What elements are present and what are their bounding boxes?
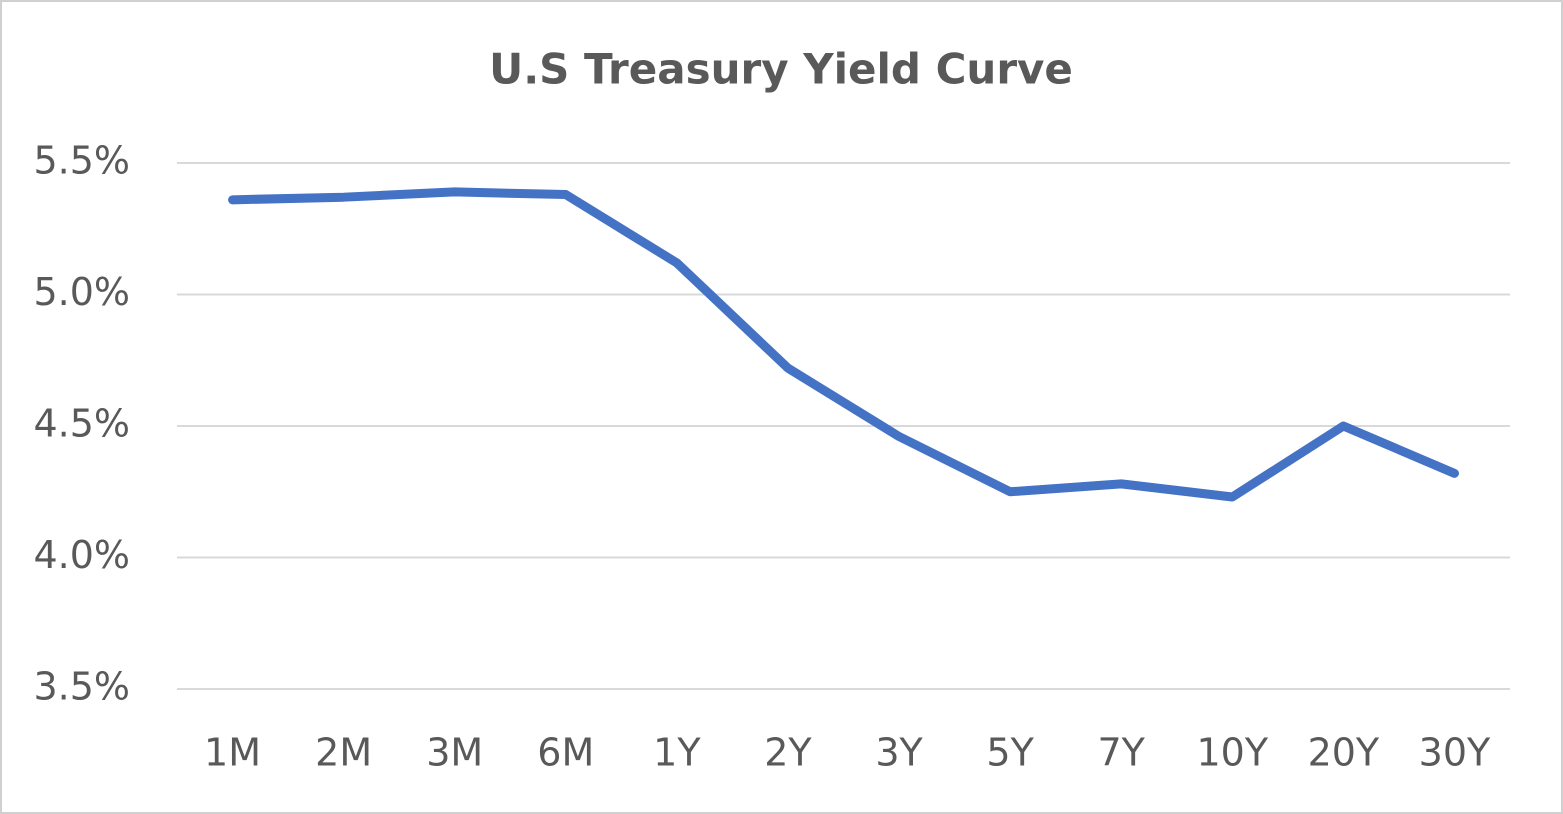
y-tick-label: 5.5% xyxy=(33,139,130,183)
x-tick-label: 7Y xyxy=(1098,731,1146,775)
x-tick-label: 2M xyxy=(315,731,372,775)
x-tick-label: 3M xyxy=(426,731,483,775)
x-tick-label: 1M xyxy=(204,731,261,775)
x-tick-label: 20Y xyxy=(1308,731,1380,775)
y-tick-label: 3.5% xyxy=(33,665,130,709)
x-tick-label: 30Y xyxy=(1419,731,1491,775)
x-tick-label: 2Y xyxy=(764,731,812,775)
x-tick-label: 3Y xyxy=(875,731,923,775)
y-tick-label: 4.0% xyxy=(33,533,130,577)
x-tick-label: 1Y xyxy=(653,731,701,775)
x-tick-label: 5Y xyxy=(986,731,1034,775)
y-tick-label: 5.0% xyxy=(33,270,130,314)
x-tick-label: 6M xyxy=(537,731,594,775)
y-tick-label: 4.5% xyxy=(33,402,130,446)
chart-title: U.S Treasury Yield Curve xyxy=(489,45,1073,94)
series-line xyxy=(228,187,1459,502)
x-tick-label: 10Y xyxy=(1197,731,1269,775)
